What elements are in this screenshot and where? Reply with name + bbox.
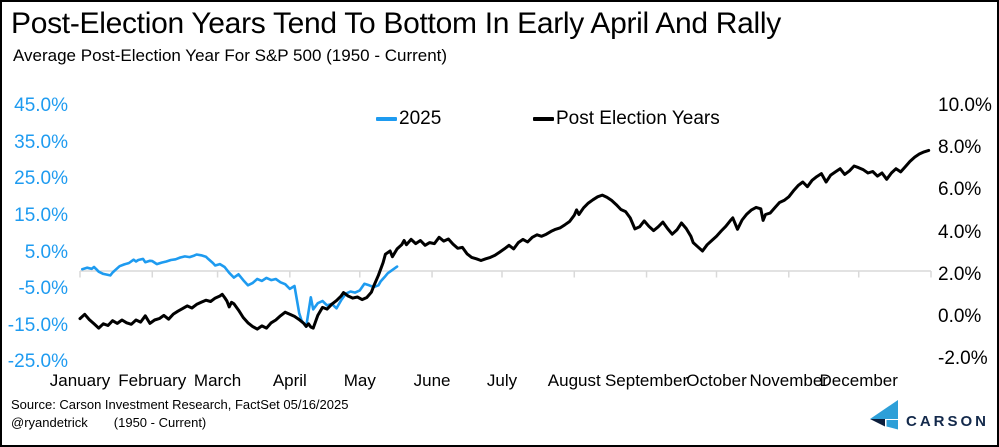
carson-logo: CARSON <box>869 399 989 439</box>
x-axis-label-may: May <box>343 371 376 390</box>
x-axis-label-july: July <box>486 371 518 390</box>
x-axis-label-september: September <box>604 371 689 390</box>
date-range-note: (1950 - Current) <box>113 415 207 430</box>
left-axis-tick: 45.0% <box>14 95 68 117</box>
x-axis-label-january: January <box>49 371 111 390</box>
legend-label-2025: 2025 <box>399 108 442 129</box>
x-axis-label-february: February <box>118 371 187 390</box>
x-axis-label-march: March <box>193 371 242 390</box>
legend-item-2025: 2025 <box>376 108 441 130</box>
left-axis-labels: 45.0% 35.0% 25.0% 15.0% 5.0% -5.0% -15.0… <box>2 88 68 381</box>
author-handle: @ryandetrick <box>11 415 88 430</box>
left-axis-tick: 15.0% <box>14 204 68 226</box>
left-axis-tick: 25.0% <box>14 168 68 190</box>
source-note: Source: Carson Investment Research, Fact… <box>11 396 348 432</box>
right-axis-tick: 10.0% <box>938 95 992 117</box>
legend-line-post-election-icon <box>533 117 554 121</box>
left-axis-tick: 35.0% <box>14 131 68 153</box>
right-axis-tick: 0.0% <box>938 306 982 328</box>
source-line: Source: Carson Investment Research, Fact… <box>11 397 349 412</box>
x-axis-label-june: June <box>413 371 451 390</box>
right-axis-tick: 4.0% <box>938 221 982 243</box>
x-axis-label-december: December <box>819 371 898 390</box>
legend-line-2025-icon <box>376 117 397 121</box>
left-axis-tick: -15.0% <box>7 314 68 336</box>
left-axis-tick: -25.0% <box>7 351 68 373</box>
x-axis-label-october: October <box>686 371 747 390</box>
right-axis-tick: 6.0% <box>938 179 982 201</box>
right-axis-labels: 10.0% 8.0% 6.0% 4.0% 2.0% 0.0% -2.0% <box>938 85 997 380</box>
legend-item-post-election-years: Post Election Years <box>533 108 720 130</box>
chart-subtitle: Average Post-Election Year For S&P 500 (… <box>13 46 448 65</box>
page-title: Post-Election Years Tend To Bottom In Ea… <box>11 7 781 40</box>
x-axis-label-november: November <box>749 371 828 390</box>
right-axis-tick: 2.0% <box>938 263 982 285</box>
left-axis-tick: 5.0% <box>24 241 68 263</box>
x-axis-label-april: April <box>272 371 307 390</box>
x-axis-label-august: August <box>547 371 601 390</box>
legend-label-post-election: Post Election Years <box>556 108 720 129</box>
carson-logo-text: CARSON <box>906 412 990 430</box>
right-axis-tick: -2.0% <box>938 348 988 370</box>
left-axis-tick: -5.0% <box>18 278 68 300</box>
right-axis-tick: 8.0% <box>938 137 982 159</box>
carson-logo-icon <box>870 400 898 430</box>
